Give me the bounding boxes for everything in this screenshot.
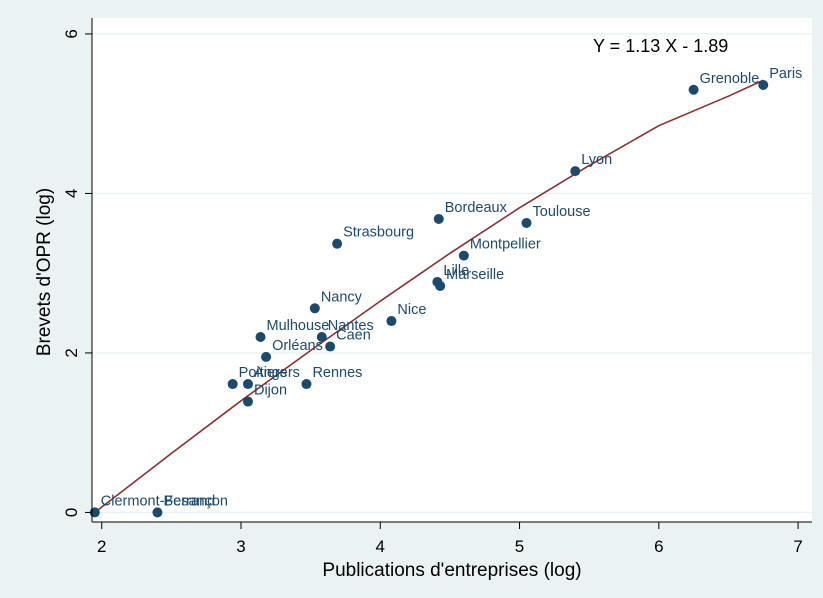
point-labels: Paris Grenoble Lyon Toulouse Bordeaux Montpel… [101, 66, 803, 509]
data-point-label: Marseille [446, 267, 504, 283]
x-tick-label: 6 [654, 537, 663, 556]
data-point-label: Nancy [321, 289, 363, 305]
data-point [570, 166, 581, 177]
data-point-label: Dijon [254, 383, 287, 399]
data-point [332, 238, 343, 249]
plot-area [92, 18, 812, 522]
data-point-label: Toulouse [533, 204, 591, 220]
data-point [433, 213, 444, 224]
data-point-label: Clermont-Ferrand [101, 493, 215, 509]
data-point [309, 303, 320, 314]
data-point-label: Poitiers [239, 365, 287, 381]
y-tick-label: 4 [62, 189, 81, 198]
data-point-label: Angers [254, 365, 300, 381]
data-point [152, 507, 163, 518]
data-point-label: Mulhouse [267, 318, 330, 334]
x-tick-label: 2 [97, 537, 106, 556]
data-point-label: Orléans [272, 338, 323, 354]
data-point-label: Lyon [581, 152, 612, 168]
data-point-label: Caen [336, 328, 371, 344]
x-tick-label: 5 [515, 537, 524, 556]
data-point-label: Rennes [312, 365, 362, 381]
y-axis-title: Brevets d'OPR (log) [34, 188, 55, 356]
fitted-curve [94, 79, 764, 514]
data-point [688, 84, 699, 95]
data-point [386, 316, 397, 327]
data-point-label: Lille [443, 263, 469, 279]
y-tick-label: 0 [62, 508, 81, 517]
data-point [227, 379, 238, 390]
x-tick-label: 3 [236, 537, 245, 556]
y-tick-label: 2 [62, 348, 81, 357]
data-point [435, 280, 446, 291]
data-point [325, 341, 336, 352]
data-point-label: Grenoble [700, 71, 760, 87]
data-point-label: Nantes [328, 318, 374, 334]
regression-equation: Y = 1.13 X - 1.89 [593, 36, 728, 56]
data-point-label: Strasbourg [343, 225, 414, 241]
data-point [758, 79, 769, 90]
data-points [89, 79, 769, 518]
data-point [255, 331, 266, 342]
data-point-label: Paris [769, 66, 802, 82]
data-point [242, 396, 253, 407]
data-point [301, 379, 312, 390]
data-point [316, 331, 327, 342]
data-point-label: Montpellier [470, 237, 541, 253]
data-point-label: Nice [397, 302, 426, 318]
y-axis-ticks: 0 2 4 6 [62, 29, 92, 517]
data-point [242, 379, 253, 390]
gridlines [92, 33, 812, 514]
x-tick-label: 4 [376, 537, 385, 556]
data-point-label: Bordeaux [445, 200, 508, 216]
data-point [261, 351, 272, 362]
data-point-label: Besançon [163, 493, 228, 509]
x-tick-label: 7 [793, 537, 802, 556]
x-axis-ticks: 2 3 4 5 6 7 [97, 522, 803, 556]
x-axis-title: Publications d'entreprises (log) [322, 560, 581, 581]
data-point [521, 217, 532, 228]
y-tick-label: 6 [62, 29, 81, 38]
data-point [458, 250, 469, 261]
